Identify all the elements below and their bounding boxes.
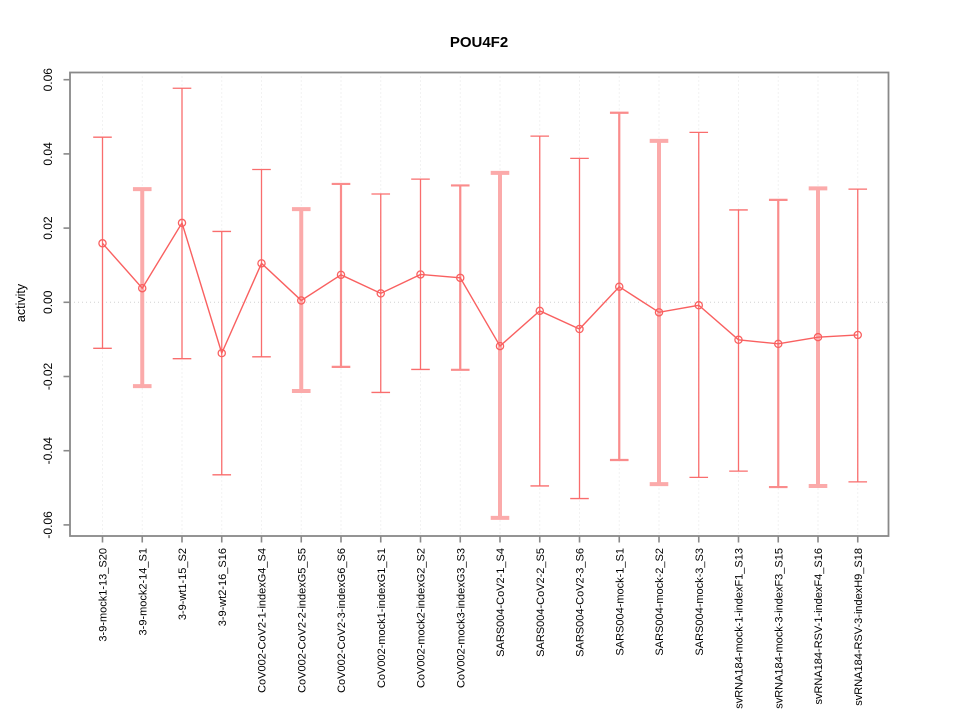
y-tick-label: 0.02 <box>41 216 55 240</box>
data-point-marker <box>376 289 385 298</box>
y-tick-label: 0.04 <box>41 142 55 166</box>
plot-frame <box>69 71 890 537</box>
chart-title: POU4F2 <box>450 34 508 51</box>
data-point-marker <box>416 270 425 279</box>
x-category-label: 3-9-mock2-14_S1 <box>137 548 149 635</box>
data-point-marker <box>495 341 505 351</box>
data-point-marker <box>217 348 226 358</box>
x-category-label: svRNA184-mock-1-indexF1_S13 <box>734 548 746 709</box>
x-category-label: CoV002-mock2-indexG2_S2 <box>416 548 428 688</box>
x-category-label: svRNA184-RSV-3-indexH9_S18 <box>853 548 865 706</box>
data-point-marker <box>137 283 147 293</box>
data-point-marker <box>336 270 346 280</box>
x-category-label: SARS004-mock-2_S2 <box>654 548 666 656</box>
x-category-label: CoV002-mock3-indexG3_S3 <box>455 548 467 688</box>
x-category-label: CoV002-CoV2-3-indexG6_S6 <box>336 548 348 693</box>
y-tick-label: -0.06 <box>41 511 55 539</box>
x-category-label: SARS004-CoV2-1_S4 <box>495 548 507 657</box>
data-point-marker <box>694 301 704 310</box>
data-point-marker <box>734 335 743 345</box>
y-tick-label: 0.06 <box>41 68 55 92</box>
data-point-marker <box>575 324 584 334</box>
x-category-label: SARS004-CoV2-3_S6 <box>575 548 587 657</box>
y-tick-label: -0.04 <box>41 437 55 465</box>
y-axis-label: activity <box>14 283 28 322</box>
x-category-label: svRNA184-mock-3-indexF3_S15 <box>773 548 785 709</box>
x-category-label: svRNA184-RSV-1-indexF4_S16 <box>813 548 825 705</box>
data-point-marker <box>615 282 624 291</box>
x-category-label: CoV002-CoV2-2-indexG5_S5 <box>296 548 308 693</box>
y-tick-label: -0.02 <box>41 363 55 391</box>
data-point-marker <box>257 259 266 268</box>
plot-area: 3-9-mock1-13_S20 3-9-mock2-14_S1 3-9-wt1-1… <box>41 68 890 709</box>
series-line <box>101 221 858 356</box>
data-point-marker <box>98 239 107 248</box>
x-category-label: 3-9-mock1-13_S20 <box>98 548 110 642</box>
x-category-label: SARS004-CoV2-2_S5 <box>535 548 547 657</box>
data-point-marker <box>654 308 664 317</box>
data-point-marker <box>535 306 545 316</box>
x-category-label: CoV002-CoV2-1-indexG4_S4 <box>257 548 269 693</box>
x-category-label: SARS004-mock-3_S3 <box>694 548 706 656</box>
data-point-marker <box>813 332 823 342</box>
x-category-label: 3-9-wt1-15_S2 <box>177 548 189 620</box>
x-category-label: 3-9-wt2-16_S16 <box>217 548 229 626</box>
x-category-label: CoV002-mock1-indexG1_S1 <box>376 548 388 688</box>
data-point-marker <box>296 296 306 305</box>
data-point-marker <box>455 273 465 283</box>
data-point-marker <box>774 339 783 349</box>
data-point-marker <box>853 330 863 340</box>
y-tick-label: 0.00 <box>41 290 55 314</box>
x-category-label: SARS004-mock-1_S1 <box>614 548 626 656</box>
data-point-marker <box>177 218 187 228</box>
